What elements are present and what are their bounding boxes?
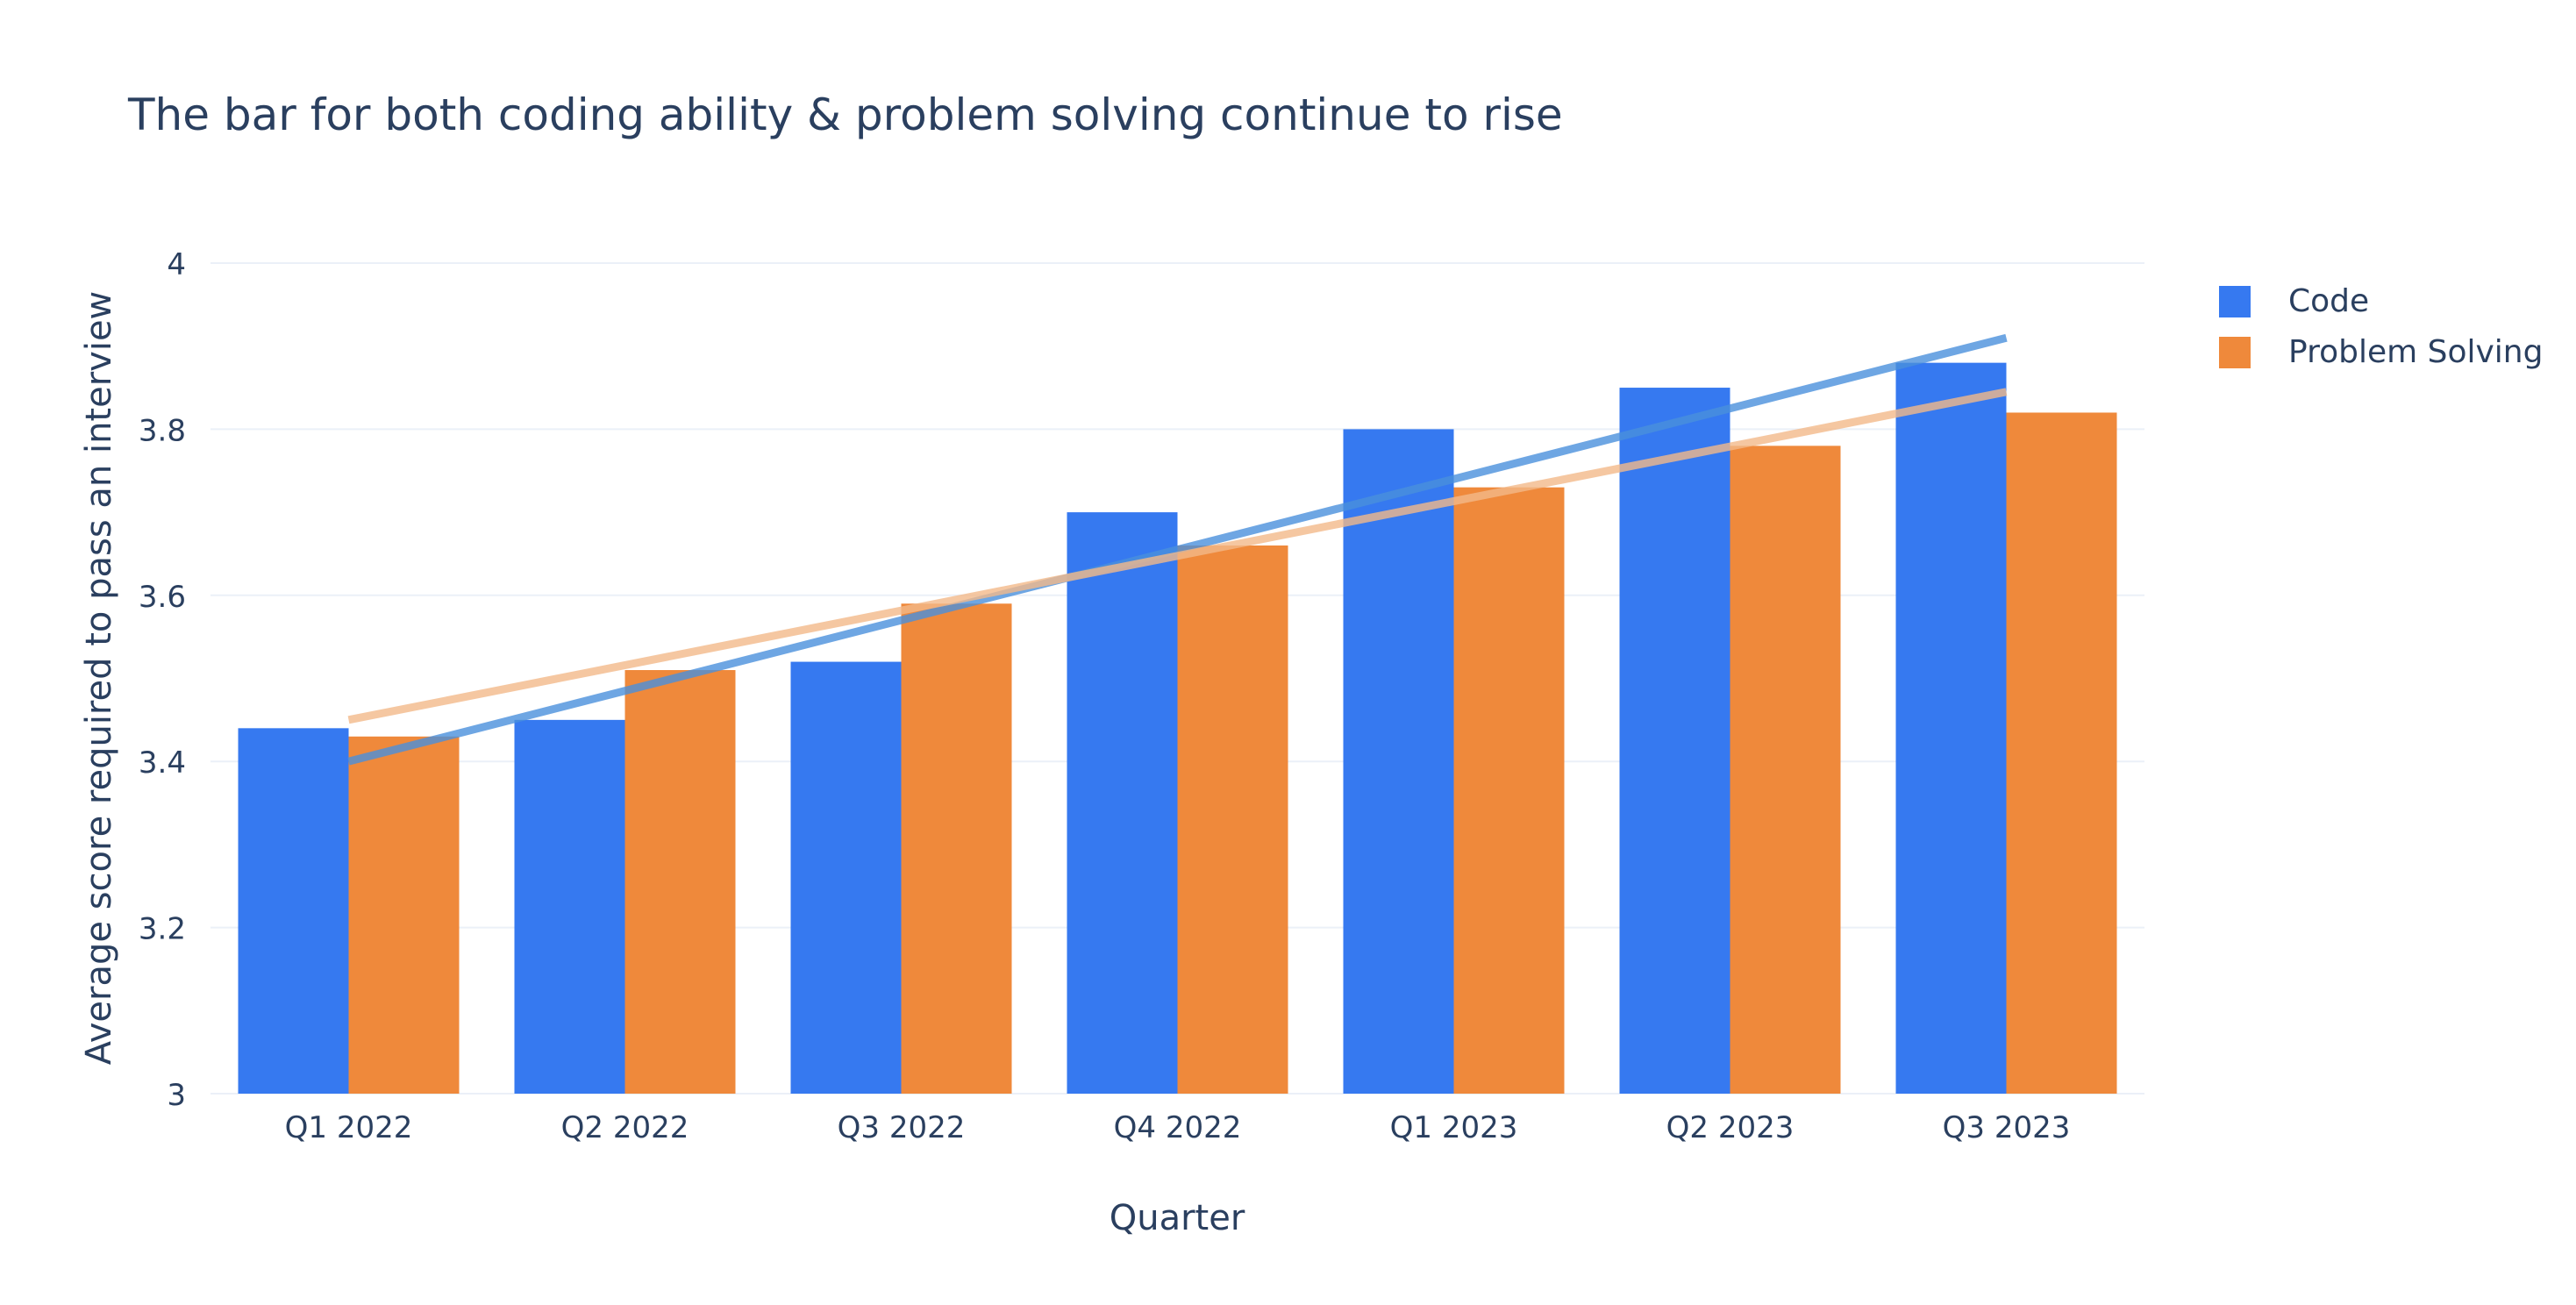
bar-problem-solving — [348, 736, 460, 1094]
legend[interactable]: Code Problem Solving — [2219, 283, 2543, 370]
bar-problem-solving — [901, 603, 1012, 1094]
bar-code — [1895, 362, 2007, 1094]
bar-problem-solving — [624, 670, 736, 1094]
x-tick-label: Q3 2022 — [838, 1110, 966, 1145]
bar-code — [1067, 512, 1178, 1094]
bar-code — [514, 719, 625, 1094]
bars — [238, 362, 2117, 1095]
y-tick-label: 3.2 — [139, 912, 186, 947]
legend-swatch — [2219, 337, 2251, 368]
x-tick-label: Q1 2023 — [1390, 1110, 1518, 1145]
y-tick-label: 3.6 — [139, 580, 186, 615]
legend-label: Code — [2288, 283, 2369, 319]
y-tick-label: 3.8 — [139, 413, 186, 448]
bar-problem-solving — [1177, 545, 1288, 1094]
y-tick-label: 3.4 — [139, 745, 186, 781]
x-tick-label: Q3 2023 — [1943, 1110, 2071, 1145]
trendlines — [347, 333, 2008, 766]
x-axis-title: Quarter — [1110, 1198, 1245, 1238]
bar-problem-solving — [1730, 446, 1841, 1095]
bar-code — [1343, 429, 1454, 1094]
bar-code — [790, 661, 902, 1094]
x-tick-label: Q4 2022 — [1114, 1110, 1242, 1145]
bar-code — [1619, 388, 1730, 1094]
trendline-code — [347, 333, 2008, 766]
x-tick-label: Q1 2022 — [285, 1110, 413, 1145]
y-tick-label: 4 — [167, 247, 186, 282]
x-tick-label: Q2 2023 — [1666, 1110, 1795, 1145]
chart-title: The bar for both coding ability & proble… — [127, 89, 1563, 140]
x-axis-ticks: Q1 2022 Q2 2022 Q3 2022 Q4 2022 Q1 2023 Q2 20… — [285, 1110, 2071, 1145]
trendline-problem-solving — [347, 388, 2008, 724]
y-axis-title: Average score required to pass an interv… — [79, 291, 119, 1066]
y-axis-ticks: 3 3.2 3.4 3.6 3.8 4 — [139, 247, 186, 1113]
legend-label: Problem Solving — [2288, 334, 2543, 370]
x-tick-label: Q2 2022 — [561, 1110, 689, 1145]
bar-problem-solving — [1453, 487, 1565, 1094]
bar-code — [238, 728, 349, 1094]
legend-swatch — [2219, 286, 2251, 317]
y-tick-label: 3 — [167, 1078, 186, 1113]
bar-problem-solving — [2006, 412, 2117, 1095]
